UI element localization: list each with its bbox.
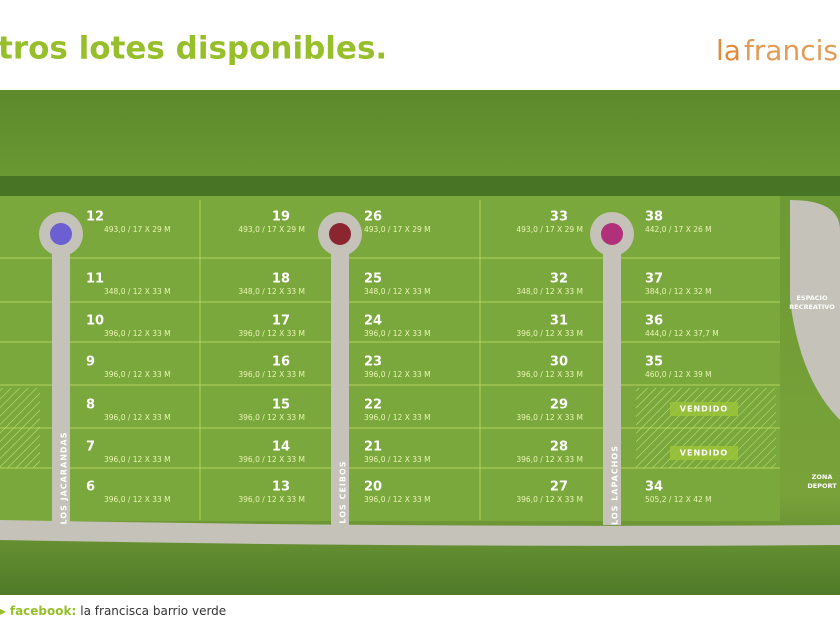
street-name: LOS JACARANDAS (60, 431, 69, 524)
lot-size: 442,0 / 17 X 26 M (645, 225, 712, 234)
lot-size: 396,0 / 12 X 33 M (516, 455, 583, 464)
lot-number: 27 (550, 480, 568, 495)
lot-size: 396,0 / 12 X 33 M (238, 495, 305, 504)
sold-area (0, 388, 40, 468)
logo-part: la (716, 34, 741, 67)
lot-size: 396,0 / 12 X 33 M (516, 495, 583, 504)
lot-size: 348,0 / 12 X 33 M (364, 287, 431, 296)
header-bg (0, 0, 840, 90)
sold-label: VENDIDO (680, 449, 728, 458)
title: tros lotes disponibles. (0, 31, 387, 67)
lot-size: 493,0 / 17 X 29 M (104, 225, 171, 234)
lot-number: 24 (364, 314, 382, 329)
place-label: DEPORT (807, 482, 837, 490)
lot-number: 29 (550, 398, 568, 413)
lot-size: 505,2 / 12 X 42 M (645, 495, 712, 504)
lot-size: 396,0 / 12 X 33 M (104, 370, 171, 379)
lot-number: 26 (364, 210, 382, 225)
footer: ▸ facebook: la francisca barrio verde (0, 604, 226, 618)
lot-size: 396,0 / 12 X 33 M (238, 455, 305, 464)
lot-size: 444,0 / 12 X 37,7 M (645, 329, 719, 338)
lot-number: 35 (645, 355, 663, 370)
lot-size: 396,0 / 12 X 33 M (516, 413, 583, 422)
lot-size: 348,0 / 12 X 33 M (238, 287, 305, 296)
lot-number: 18 (272, 272, 290, 287)
lot-size: 396,0 / 12 X 33 M (104, 329, 171, 338)
lot-size: 396,0 / 12 X 33 M (364, 455, 431, 464)
footer-icon: ▸ (0, 604, 10, 618)
lot-number: 37 (645, 272, 663, 287)
lot-number: 17 (272, 314, 290, 329)
lot-size: 396,0 / 12 X 33 M (516, 329, 583, 338)
tree (601, 223, 623, 245)
lot-size: 396,0 / 12 X 33 M (364, 329, 431, 338)
lot-number: 8 (86, 398, 95, 413)
tree (50, 223, 72, 245)
lot-number: 30 (550, 355, 568, 370)
lot-size: 384,0 / 12 X 32 M (645, 287, 712, 296)
lot-size: 396,0 / 12 X 33 M (104, 455, 171, 464)
lot-size: 396,0 / 12 X 33 M (364, 495, 431, 504)
lot-number: 20 (364, 480, 382, 495)
lot-size: 396,0 / 12 X 33 M (516, 370, 583, 379)
lot-lines (0, 200, 780, 520)
lot-number: 25 (364, 272, 382, 287)
lot-number: 7 (86, 440, 95, 455)
lot-size: 348,0 / 12 X 33 M (104, 287, 171, 296)
lot-number: 31 (550, 314, 568, 329)
lot-number: 22 (364, 398, 382, 413)
lot-size: 460,0 / 12 X 39 M (645, 370, 712, 379)
lot-number: 36 (645, 314, 663, 329)
lot-number: 15 (272, 398, 290, 413)
sold-label: VENDIDO (680, 405, 728, 414)
lot-number: 21 (364, 440, 382, 455)
lot-size: 493,0 / 17 X 29 M (516, 225, 583, 234)
lot-number: 34 (645, 480, 663, 495)
lot-size: 396,0 / 12 X 33 M (238, 413, 305, 422)
lot-number: 33 (550, 210, 568, 225)
sold-badge (670, 446, 738, 460)
lot-number: 6 (86, 480, 95, 495)
place-label: ESPACIO (796, 294, 828, 302)
street-name: LOS LAPACHOS (611, 445, 620, 525)
lot-number: 23 (364, 355, 382, 370)
lot-size: 396,0 / 12 X 33 M (364, 413, 431, 422)
lot-number: 19 (272, 210, 290, 225)
lot-size: 493,0 / 17 X 29 M (238, 225, 305, 234)
lot-number: 32 (550, 272, 568, 287)
place-label: RECREATIVO (789, 303, 835, 311)
hedge (0, 176, 840, 196)
lot-size: 396,0 / 12 X 33 M (238, 370, 305, 379)
lot-size: 396,0 / 12 X 33 M (104, 413, 171, 422)
lot-size: 396,0 / 12 X 33 M (238, 329, 305, 338)
street-name: LOS CEIBOS (339, 460, 348, 523)
logo-part: francis (744, 34, 838, 67)
roads (0, 200, 840, 546)
sold-badge (670, 402, 738, 416)
lot-number: 10 (86, 314, 104, 329)
lot-size: 493,0 / 17 X 29 M (364, 225, 431, 234)
lot-number: 12 (86, 210, 104, 225)
lot-size: 348,0 / 12 X 33 M (516, 287, 583, 296)
tree (329, 223, 351, 245)
footer-text: la francisca barrio verde (80, 604, 226, 618)
lot-size: 396,0 / 12 X 33 M (364, 370, 431, 379)
footer-label: facebook: (10, 604, 76, 618)
place-label: ZONA (812, 473, 833, 481)
lot-size: 396,0 / 12 X 33 M (104, 495, 171, 504)
lot-number: 11 (86, 272, 104, 287)
lot-number: 28 (550, 440, 568, 455)
lot-number: 16 (272, 355, 290, 370)
footer-bg (0, 595, 840, 630)
lot-number: 13 (272, 480, 290, 495)
logo: la francis (716, 34, 838, 67)
lot-number: 14 (272, 440, 290, 455)
lot-number: 9 (86, 355, 95, 370)
lot-number: 38 (645, 210, 663, 225)
